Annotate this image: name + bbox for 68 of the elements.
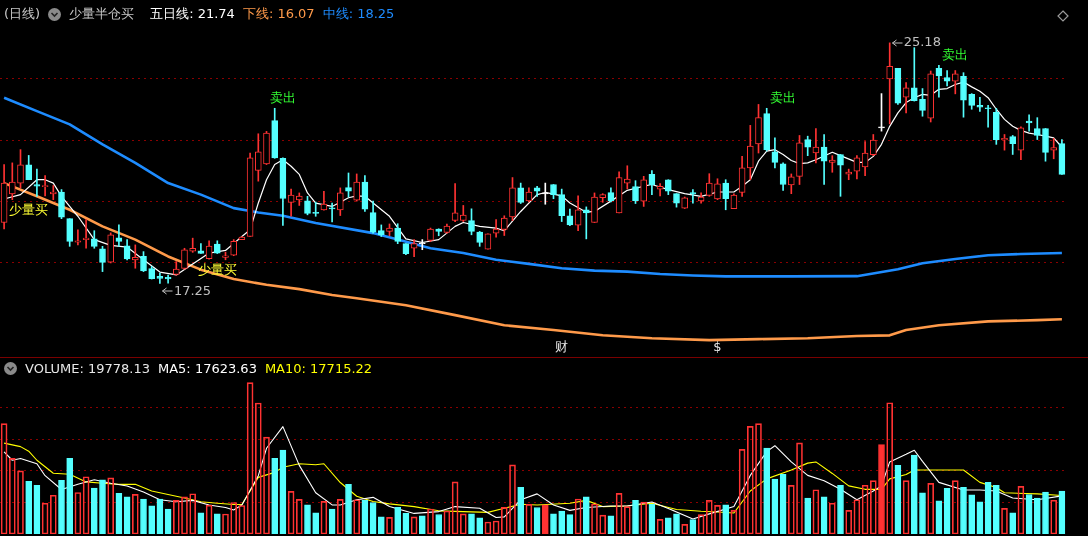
annotation: 17.25 xyxy=(173,282,212,298)
bar xyxy=(1033,497,1041,534)
bar xyxy=(550,513,557,534)
text: 中线: 18.25 xyxy=(322,5,395,23)
text: 下线: 16.07 xyxy=(242,5,315,23)
bar xyxy=(312,512,320,534)
bar xyxy=(377,516,385,534)
bar xyxy=(148,505,156,534)
bar xyxy=(992,484,1000,534)
candlestick xyxy=(328,202,336,223)
bar xyxy=(394,507,402,534)
bar xyxy=(960,486,967,534)
bar xyxy=(878,444,885,534)
bar xyxy=(1009,512,1017,534)
candlestick xyxy=(582,206,590,240)
text: 五日线: 21.74 xyxy=(150,5,235,23)
candlestick xyxy=(418,239,426,251)
candlestick xyxy=(131,244,139,269)
bar xyxy=(435,514,443,534)
bar xyxy=(837,484,844,534)
bar xyxy=(418,515,426,534)
bar xyxy=(25,481,33,534)
candlestick xyxy=(541,182,549,205)
candlestick xyxy=(910,47,918,102)
bar xyxy=(664,517,672,534)
text: VOLUME: 19778.13 xyxy=(25,360,150,376)
bar xyxy=(140,498,147,534)
annotation: 卖出 xyxy=(269,90,296,106)
candlestick xyxy=(828,155,836,173)
candlestick xyxy=(984,105,992,128)
bar xyxy=(558,510,566,534)
text: 财 xyxy=(555,338,569,354)
text: $ xyxy=(713,338,722,354)
bar xyxy=(468,513,475,534)
chart-subtitle: 少量半仓买 xyxy=(69,5,135,23)
chart-title: (日线) xyxy=(4,5,41,23)
bar xyxy=(58,479,65,534)
annotation: 25.18 xyxy=(903,34,941,50)
bar xyxy=(271,458,279,534)
bar xyxy=(910,454,918,534)
annotation: 少量买 xyxy=(9,201,49,217)
bar xyxy=(304,504,311,534)
text: MA10: 17715.22 xyxy=(264,360,373,376)
bar xyxy=(632,499,639,534)
bar xyxy=(673,513,680,534)
bar xyxy=(99,479,106,534)
candlestick xyxy=(74,229,82,246)
bar xyxy=(1042,491,1049,534)
bar xyxy=(476,517,484,534)
bar xyxy=(919,492,926,534)
candlestick xyxy=(886,42,894,125)
annotation: 卖出 xyxy=(770,90,797,106)
bar xyxy=(90,487,98,534)
bar xyxy=(517,486,525,534)
candlestick xyxy=(976,96,984,112)
bar xyxy=(582,496,590,534)
text: MA5: 17623.63 xyxy=(157,360,257,376)
bar xyxy=(345,484,352,534)
annotation: 卖出 xyxy=(942,47,969,63)
candlestick xyxy=(33,168,41,197)
bar xyxy=(541,504,549,534)
bar xyxy=(722,504,730,534)
bar xyxy=(763,447,771,534)
bar xyxy=(66,458,74,534)
candlestick xyxy=(689,189,697,204)
bar xyxy=(804,497,812,534)
bar xyxy=(213,513,221,534)
bar xyxy=(968,494,976,534)
